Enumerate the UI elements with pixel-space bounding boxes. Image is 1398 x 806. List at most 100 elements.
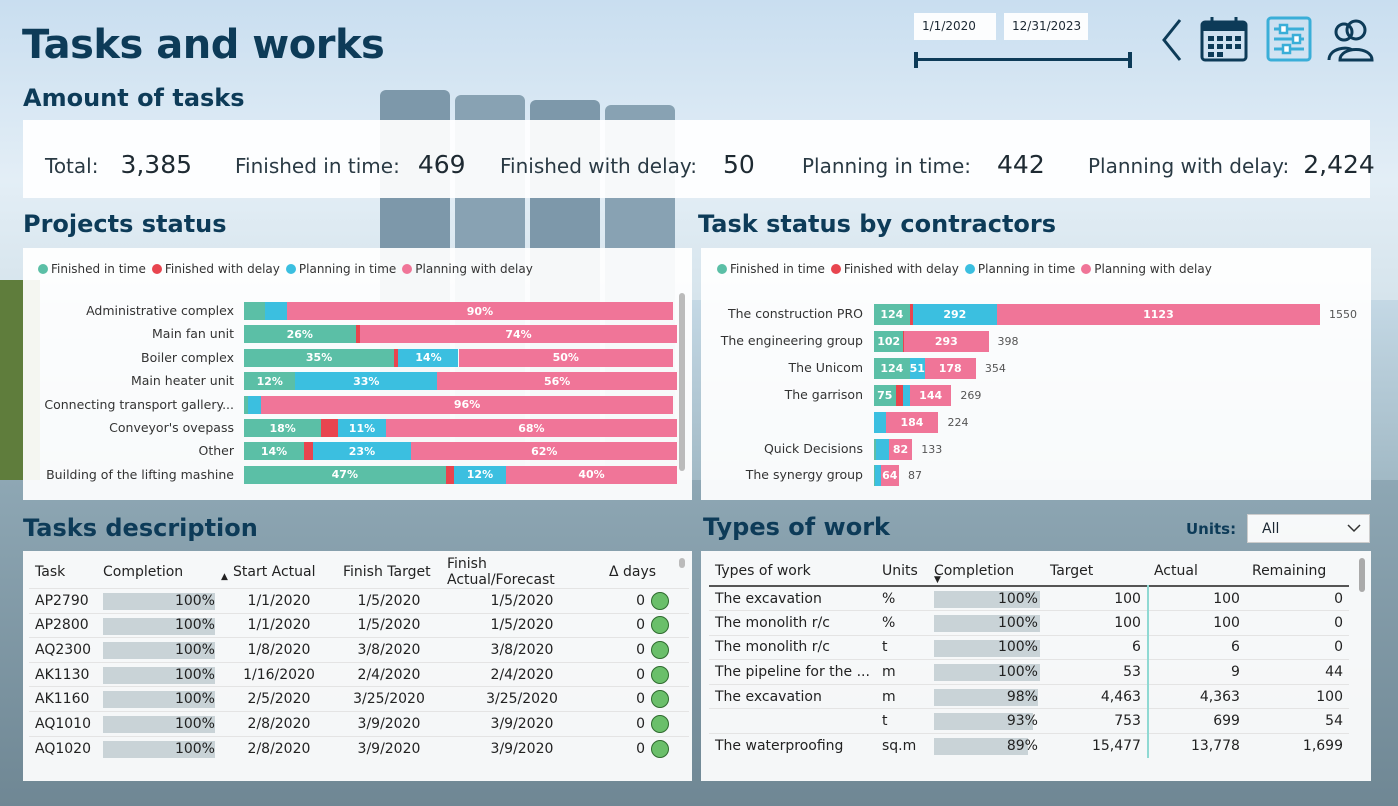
bar-segment[interactable]: 40% — [505, 465, 678, 484]
col-actual[interactable]: Actual — [1153, 562, 1198, 579]
bar-segment[interactable]: 51 — [909, 357, 925, 379]
bar-segment[interactable]: 124 — [874, 304, 910, 325]
bar-segment[interactable] — [248, 395, 262, 414]
table-row[interactable]: The waterproofing sq.m 89% 15,477 13,778 1,69… — [709, 733, 1349, 759]
col-delta-days[interactable]: Δ days — [608, 564, 657, 580]
table-row[interactable]: AQ2300 100% 1/8/2020 3/8/2020 3/8/2020 0 — [29, 637, 689, 663]
bar-segment[interactable]: 26% — [244, 325, 356, 344]
slider-start-handle[interactable] — [914, 52, 918, 68]
col-start-actual[interactable]: ▲ Start Actual — [220, 564, 316, 582]
bar-segment[interactable] — [355, 325, 360, 344]
legend-finished-with-delay[interactable]: Finished with delay — [151, 262, 280, 276]
users-icon[interactable] — [1326, 18, 1376, 62]
bar-segment[interactable]: 144 — [909, 384, 952, 406]
bar-segment[interactable] — [895, 384, 903, 406]
bar-segment[interactable] — [445, 465, 455, 484]
bar-segment[interactable] — [875, 465, 881, 487]
table-row[interactable]: The monolith r/c% 100% 100 100 0 — [709, 610, 1349, 636]
work-target: 6 — [1043, 634, 1148, 660]
col-completion[interactable]: Completion ▼ — [933, 562, 1015, 586]
slider-end-handle[interactable] — [1128, 52, 1132, 68]
bar-segment[interactable]: 184 — [885, 411, 939, 433]
col-units[interactable]: Units — [881, 562, 918, 579]
end-date-input[interactable]: 12/31/2023 — [1004, 13, 1088, 40]
table-row[interactable]: AQ1010 100% 2/8/2020 3/9/2020 3/9/2020 0 — [29, 710, 689, 737]
bar-segment[interactable] — [874, 411, 886, 433]
data-label: 56% — [543, 374, 571, 388]
bar-segment[interactable]: 56% — [437, 372, 678, 391]
bar-segment[interactable]: 96% — [261, 395, 673, 414]
col-task[interactable]: Task — [35, 564, 66, 580]
bar-segment[interactable]: 64 — [880, 465, 900, 487]
bar-segment[interactable] — [244, 302, 266, 320]
col-target[interactable]: Target — [1049, 562, 1094, 579]
tasks-scrollbar[interactable] — [679, 558, 685, 568]
bar-segment[interactable] — [909, 304, 913, 325]
start-date-input[interactable]: 1/1/2020 — [914, 13, 996, 40]
table-row[interactable]: AK1160 100% 2/5/2020 3/25/2020 3/25/2020 0 — [29, 686, 689, 712]
bar-segment[interactable]: 1123 — [996, 304, 1320, 325]
bar-segment[interactable]: 68% — [385, 419, 678, 437]
bar-segment[interactable]: 18% — [244, 419, 322, 437]
works-scrollbar[interactable] — [1359, 558, 1365, 592]
bar-segment[interactable] — [394, 348, 399, 367]
bar-segment[interactable]: 102 — [874, 330, 904, 352]
table-row[interactable]: t 93% 753 699 54 — [709, 708, 1349, 734]
col-type[interactable]: Types of work — [715, 562, 811, 579]
table-row[interactable]: The excavation% 100% 100 100 0 — [709, 585, 1349, 611]
bar-segment[interactable]: 293 — [904, 330, 989, 352]
bar-segment[interactable]: 33% — [295, 372, 438, 391]
bar-segment[interactable]: 74% — [359, 325, 678, 344]
bar-segment[interactable]: 82 — [888, 438, 913, 460]
bar-segment[interactable]: 292 — [912, 304, 997, 325]
legend-finished-in-time[interactable]: Finished in time — [38, 262, 146, 276]
bar-segment[interactable]: 14% — [244, 442, 305, 461]
work-target: 100 — [1043, 585, 1148, 611]
date-range-slider[interactable] — [914, 52, 1132, 68]
bar-segment[interactable]: 11% — [338, 419, 386, 437]
table-row[interactable]: AQ1020 100% 2/8/2020 3/9/2020 3/9/2020 0 — [29, 735, 689, 761]
col-remaining[interactable]: Remaining — [1251, 562, 1327, 579]
bar-segment[interactable]: 62% — [411, 442, 678, 461]
table-row[interactable]: The excavation m 98% 4,463 4,363 100 — [709, 683, 1349, 709]
filter-sliders-icon[interactable] — [1266, 16, 1312, 62]
bar-segment[interactable] — [902, 384, 910, 406]
bar-segment[interactable]: 35% — [244, 348, 395, 367]
bar-segment[interactable]: 14% — [398, 348, 459, 367]
units-dropdown[interactable]: All — [1247, 514, 1370, 543]
legend-planning-with-delay[interactable]: Planning with delay — [402, 262, 533, 276]
col-finish-actual[interactable]: Finish Actual/Forecast — [446, 556, 555, 588]
legend-planning-in-time[interactable]: Planning in time — [285, 262, 396, 276]
legend-finished-in-time[interactable]: Finished in time — [717, 262, 825, 276]
bar-segment[interactable]: 47% — [244, 465, 446, 484]
bar-segment[interactable] — [874, 438, 877, 460]
bar-segment[interactable]: 23% — [312, 442, 412, 461]
table-row[interactable]: AK1130 100% 1/16/2020 2/4/2020 2/4/2020 0 — [29, 661, 689, 687]
bar-segment[interactable]: 90% — [286, 302, 673, 320]
bar-segment[interactable]: 12% — [244, 372, 296, 391]
bar-segment[interactable] — [265, 302, 287, 320]
legend-planning-with-delay[interactable]: Planning with delay — [1081, 262, 1212, 276]
bar-segment[interactable] — [321, 419, 339, 437]
col-finish-target[interactable]: Finish Target — [342, 564, 431, 580]
bar-segment[interactable]: 124 — [874, 357, 910, 379]
bar-segment[interactable]: 50% — [458, 348, 673, 367]
legend-planning-in-time[interactable]: Planning in time — [964, 262, 1075, 276]
table-row[interactable]: The monolith r/c t 100% 6 6 0 — [709, 634, 1349, 660]
bar-segment[interactable]: 178 — [924, 357, 976, 379]
table-row[interactable]: AP2790 100% 1/1/2020 1/5/2020 1/5/2020 0 — [29, 588, 689, 614]
bar-segment[interactable] — [876, 438, 889, 460]
bar-segment[interactable]: 12% — [454, 465, 506, 484]
legend-finished-with-delay[interactable]: Finished with delay — [830, 262, 959, 276]
projects-scrollbar[interactable] — [679, 293, 685, 471]
bar-segment[interactable] — [903, 330, 905, 352]
calendar-icon[interactable] — [1200, 16, 1248, 62]
back-chevron-icon[interactable] — [1160, 18, 1184, 62]
bar-segment[interactable]: 75 — [874, 384, 896, 406]
bar-segment[interactable] — [304, 442, 313, 461]
table-row[interactable]: The pipeline for the ... m 100% 53 9 44 — [709, 659, 1349, 685]
table-row[interactable]: AP2800 100% 1/1/2020 1/5/2020 1/5/2020 0 — [29, 612, 689, 638]
col-completion[interactable]: Completion — [102, 564, 184, 580]
bar-segment[interactable] — [874, 465, 876, 487]
bar-segment[interactable] — [244, 395, 249, 414]
